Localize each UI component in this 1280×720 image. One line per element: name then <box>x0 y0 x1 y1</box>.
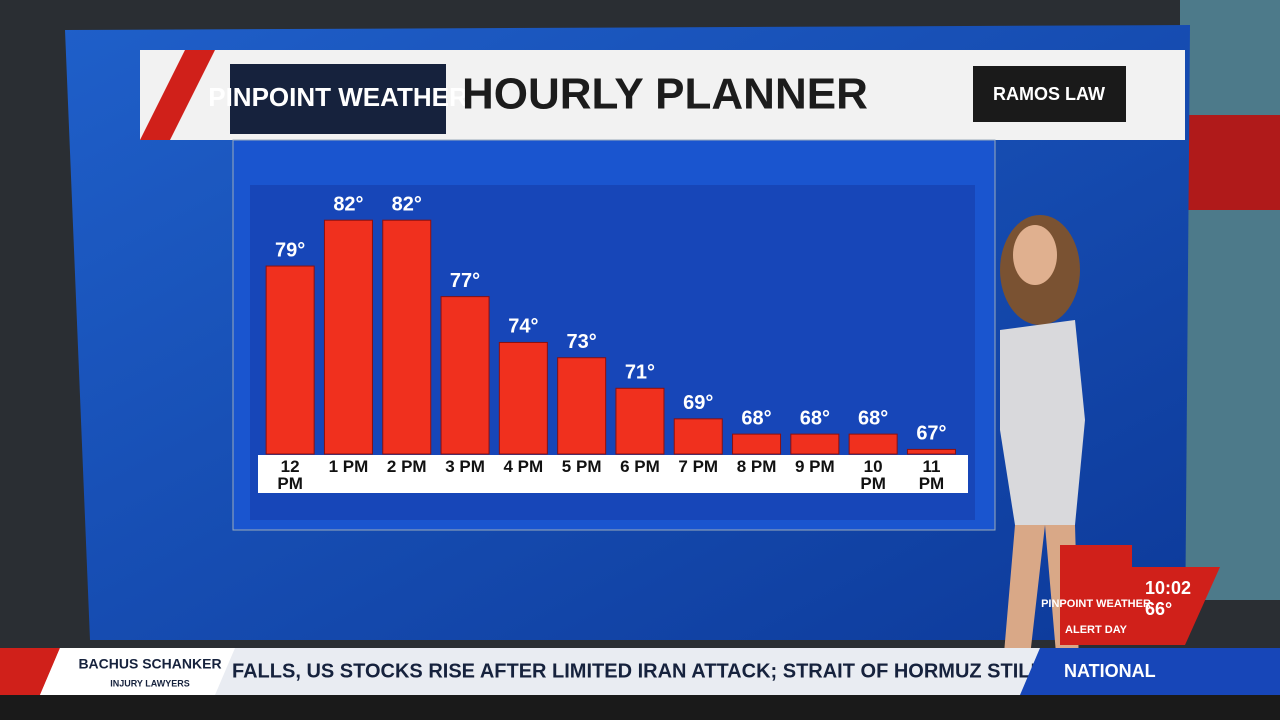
value-label: 82° <box>333 194 363 216</box>
header-stripe <box>140 50 215 140</box>
value-label: 69° <box>683 392 713 414</box>
value-label: 74° <box>508 316 538 338</box>
x-tick-label: 12 PM <box>277 457 303 493</box>
side-screen <box>1185 115 1280 210</box>
x-tick-label: 1 PM <box>328 457 369 476</box>
x-tick-label: 3 PM <box>445 457 485 476</box>
ticker-section: NATIONAL <box>1064 661 1156 681</box>
bar <box>382 219 432 455</box>
section-box <box>1020 648 1280 695</box>
bar <box>265 265 315 455</box>
current-temp: 66° <box>1145 599 1172 619</box>
bug-tab <box>1132 567 1220 645</box>
value-label: 71° <box>625 362 655 384</box>
x-tick-label: 4 PM <box>503 457 544 476</box>
value-label: 82° <box>392 194 422 216</box>
value-label: 77° <box>450 270 480 292</box>
value-label: 79° <box>275 239 305 261</box>
floor <box>0 695 1280 720</box>
face <box>1013 225 1057 285</box>
ticker-sponsor-box <box>40 648 235 695</box>
value-label: 68° <box>858 407 888 429</box>
value-label: 67° <box>916 423 946 445</box>
bar <box>790 433 840 455</box>
ticker-headline: FALLS, US STOCKS RISE AFTER LIMITED IRAN… <box>232 660 1062 682</box>
x-tick-label: 6 PM <box>620 457 660 476</box>
x-tick-label: 9 PM <box>795 457 835 476</box>
x-tick-label: 8 PM <box>736 457 777 476</box>
bar <box>615 387 665 455</box>
value-label: 68° <box>741 407 771 429</box>
sponsor: RAMOS LAW <box>993 84 1105 104</box>
clock: 10:02 <box>1145 578 1191 598</box>
bar <box>440 296 490 455</box>
bug-brand: PINPOINT WEATHER <box>1041 598 1151 610</box>
sponsor-box <box>973 66 1126 122</box>
brand: PINPOINT WEATHER <box>208 82 468 112</box>
ticker-sponsor-sub: INJURY LAWYERS <box>110 678 190 688</box>
value-label: 68° <box>800 407 830 429</box>
value-label: 73° <box>567 331 597 353</box>
x-tick-label: 11 PM <box>918 457 945 493</box>
window <box>1180 0 1280 600</box>
brand-box <box>230 64 446 134</box>
dress <box>1000 320 1085 525</box>
bug-box <box>1060 545 1132 645</box>
header-title: HOURLY PLANNER <box>462 70 868 119</box>
x-tick-label: 2 PM <box>386 457 427 476</box>
bug-alert: ALERT DAY <box>1065 624 1128 636</box>
bar <box>848 433 898 455</box>
bar <box>732 433 782 455</box>
x-tick-label: 5 PM <box>561 457 602 476</box>
bar <box>673 418 723 455</box>
bar <box>906 448 956 455</box>
bar <box>323 219 373 455</box>
ticker-sponsor: BACHUS SCHANKER <box>78 656 221 672</box>
bar <box>557 357 607 455</box>
bar <box>498 341 548 455</box>
x-tick-label: 10 PM <box>860 457 886 493</box>
x-tick-label: 7 PM <box>678 457 719 476</box>
label-strip <box>258 455 968 493</box>
